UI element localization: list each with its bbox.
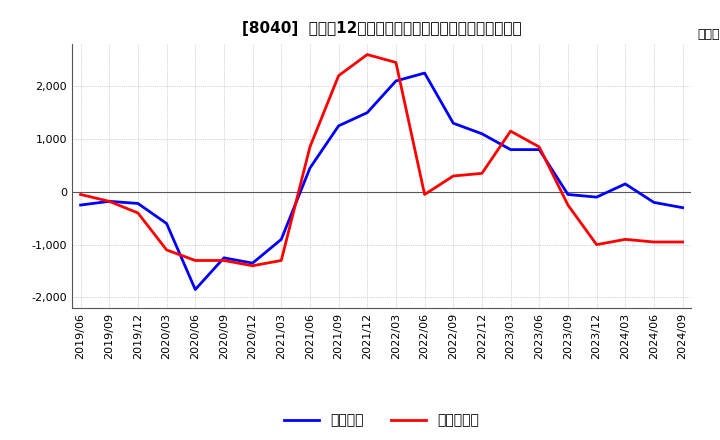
経常利益	[134, 201, 143, 206]
経常利益	[277, 237, 286, 242]
当期純利益	[678, 239, 687, 245]
当期純利益	[76, 192, 85, 197]
当期純利益	[593, 242, 601, 247]
経常利益	[649, 200, 658, 205]
当期純利益	[334, 73, 343, 78]
経常利益	[248, 260, 257, 266]
経常利益	[220, 255, 228, 260]
当期純利益	[277, 258, 286, 263]
経常利益	[420, 70, 429, 76]
経常利益	[162, 221, 171, 226]
Legend: 経常利益, 当期純利益: 経常利益, 当期純利益	[279, 408, 485, 433]
当期純利益	[420, 192, 429, 197]
当期純利益	[134, 210, 143, 216]
経常利益	[76, 202, 85, 208]
経常利益	[506, 147, 515, 152]
Line: 経常利益: 経常利益	[81, 73, 683, 290]
当期純利益	[621, 237, 629, 242]
経常利益	[105, 199, 114, 204]
Text: （百万円）: （百万円）	[698, 28, 720, 41]
当期純利益	[363, 52, 372, 57]
経常利益	[334, 123, 343, 128]
経常利益	[477, 131, 486, 136]
経常利益	[305, 165, 314, 171]
当期純利益	[248, 263, 257, 268]
当期純利益	[220, 258, 228, 263]
経常利益	[678, 205, 687, 210]
当期純利益	[564, 202, 572, 208]
経常利益	[392, 78, 400, 84]
当期純利益	[191, 258, 199, 263]
当期純利益	[535, 144, 544, 150]
当期純利益	[392, 60, 400, 65]
当期純利益	[649, 239, 658, 245]
当期純利益	[305, 144, 314, 150]
当期純利益	[105, 199, 114, 204]
Title: [8040]  利益だ12か月移動合計の対前年同期増減額の推移: [8040] 利益だ12か月移動合計の対前年同期増減額の推移	[242, 21, 521, 36]
当期純利益	[477, 171, 486, 176]
当期純利益	[162, 247, 171, 253]
経常利益	[564, 192, 572, 197]
経常利益	[535, 147, 544, 152]
当期純利益	[449, 173, 458, 179]
経常利益	[191, 287, 199, 292]
経常利益	[449, 121, 458, 126]
Line: 当期純利益: 当期純利益	[81, 55, 683, 266]
経常利益	[363, 110, 372, 115]
当期純利益	[506, 128, 515, 134]
経常利益	[621, 181, 629, 187]
経常利益	[593, 194, 601, 200]
